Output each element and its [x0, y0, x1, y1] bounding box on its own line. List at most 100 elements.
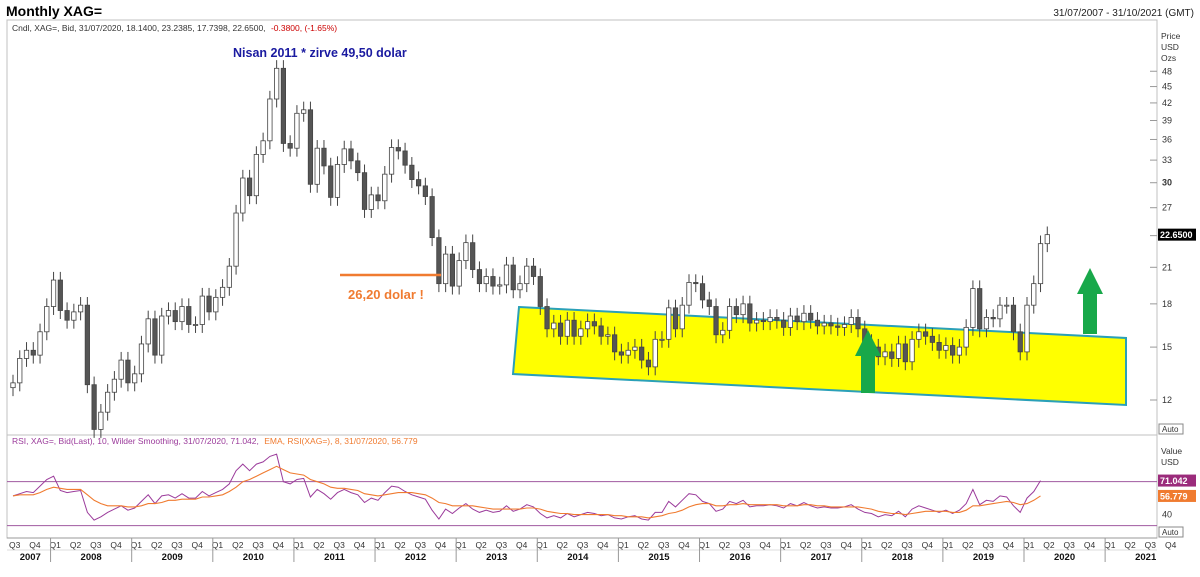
annotations: Nisan 2011 * zirve 49,50 dolar 26,20 dola…: [233, 46, 1103, 393]
candle-body-up: [274, 67, 280, 100]
candle: [605, 326, 611, 345]
candle-body-down: [808, 312, 814, 321]
candle: [395, 139, 401, 160]
candle-body-up: [199, 295, 205, 325]
candle: [956, 338, 963, 364]
candle-body-down: [699, 283, 706, 301]
candle: [902, 335, 908, 371]
candle-body-up: [17, 358, 23, 384]
quarter-label: Q2: [475, 540, 487, 550]
quarter-label: Q3: [577, 540, 589, 550]
price-auto-button[interactable]: Auto: [1162, 425, 1179, 434]
candle-body-up: [963, 326, 969, 348]
candle-body-down: [747, 303, 753, 324]
candle: [835, 317, 841, 336]
candle-body-up: [787, 315, 794, 328]
candle-body-down: [855, 317, 861, 330]
candle: [706, 291, 712, 315]
year-label: 2011: [324, 552, 345, 563]
candle-body-up: [388, 147, 395, 175]
candle: [841, 316, 848, 336]
quarter-label: Q4: [29, 540, 41, 550]
candle-body-up: [165, 310, 172, 317]
candle: [301, 101, 307, 122]
candle-body-up: [456, 260, 462, 287]
candle-body-down: [172, 310, 178, 323]
price-legend-prefix: Cndl, XAG=, Bid, 31/07/2020, 18.1400, 23…: [12, 23, 266, 33]
candle: [612, 326, 618, 361]
candle: [1037, 235, 1044, 293]
current-price-badge-box: [1158, 228, 1196, 241]
rsi-legend-ema: EMA, RSI(XAG=), 8, 31/07/2020, 56.779: [264, 436, 418, 446]
value-badges: 22.6500 71.042 56.779: [1158, 228, 1196, 502]
year-label: 2007: [20, 552, 41, 563]
candle: [233, 204, 239, 275]
candle-body-down: [152, 318, 158, 356]
candle: [645, 351, 652, 376]
date-range: 31/07/2007 - 31/10/2021 (GMT): [1053, 8, 1194, 19]
candle-body-up: [524, 265, 530, 285]
candle-body-up: [192, 324, 199, 326]
candle: [260, 132, 266, 163]
candle: [483, 268, 489, 293]
candle: [463, 234, 469, 270]
candle-body-up: [517, 283, 523, 291]
candle: [429, 188, 435, 247]
rsi-auto-button-box[interactable]: [1158, 526, 1184, 538]
candle: [895, 335, 902, 367]
candle-body-down: [774, 317, 780, 321]
candle-body-down: [794, 315, 800, 323]
quarter-label: Q4: [1165, 540, 1177, 550]
quarter-label: Q1: [293, 540, 305, 550]
price-auto-button-box[interactable]: [1158, 423, 1184, 435]
quarter-label: Q4: [354, 540, 366, 550]
year-label: 2016: [730, 552, 751, 563]
candle-body-down: [618, 351, 625, 356]
rsi-tick-label: 40: [1162, 510, 1172, 520]
support-annotation: 26,20 dolar !: [348, 287, 424, 302]
candle: [699, 275, 706, 309]
candle: [78, 297, 84, 321]
candle: [1017, 323, 1023, 361]
candle: [328, 157, 334, 206]
candle: [348, 140, 354, 170]
candle: [740, 295, 746, 324]
candle: [774, 309, 780, 329]
rsi-auto-button[interactable]: Auto: [1162, 528, 1179, 537]
candle: [10, 374, 16, 397]
year-label: 2019: [973, 552, 994, 563]
candle: [226, 258, 232, 296]
candle-body-down: [206, 295, 212, 313]
candle-body-up: [666, 307, 672, 340]
candle-body-up: [686, 282, 692, 306]
candle: [355, 152, 361, 182]
quarter-label: Q4: [516, 540, 528, 550]
candle: [470, 234, 476, 279]
candle-body-up: [213, 296, 219, 313]
candle-body-up: [233, 212, 239, 267]
ema-line: [12, 465, 1041, 519]
quarter-label: Q2: [70, 540, 82, 550]
candle-body-down: [835, 325, 841, 328]
candle-body-down: [57, 279, 63, 311]
candle: [152, 310, 158, 364]
candle: [672, 299, 679, 338]
quarter-label: Q4: [759, 540, 771, 550]
candle: [192, 316, 199, 333]
candle-body-down: [409, 164, 415, 180]
candle-body-down: [591, 321, 597, 327]
candle-body-up: [314, 147, 320, 185]
candle-body-up: [226, 265, 232, 288]
candle-body-down: [510, 264, 516, 291]
candle-body-down: [760, 319, 766, 323]
candle-body-up: [118, 359, 124, 380]
candle: [760, 312, 766, 331]
quarter-label: Q1: [699, 540, 711, 550]
candle-body-down: [307, 109, 314, 185]
candle-body-down: [449, 253, 456, 287]
candle: [64, 302, 70, 329]
current-price-badge: 22.6500: [1160, 230, 1193, 240]
quarter-label: Q1: [1104, 540, 1116, 550]
quarter-label: Q1: [212, 540, 224, 550]
rsi-lines: 40: [7, 453, 1172, 527]
